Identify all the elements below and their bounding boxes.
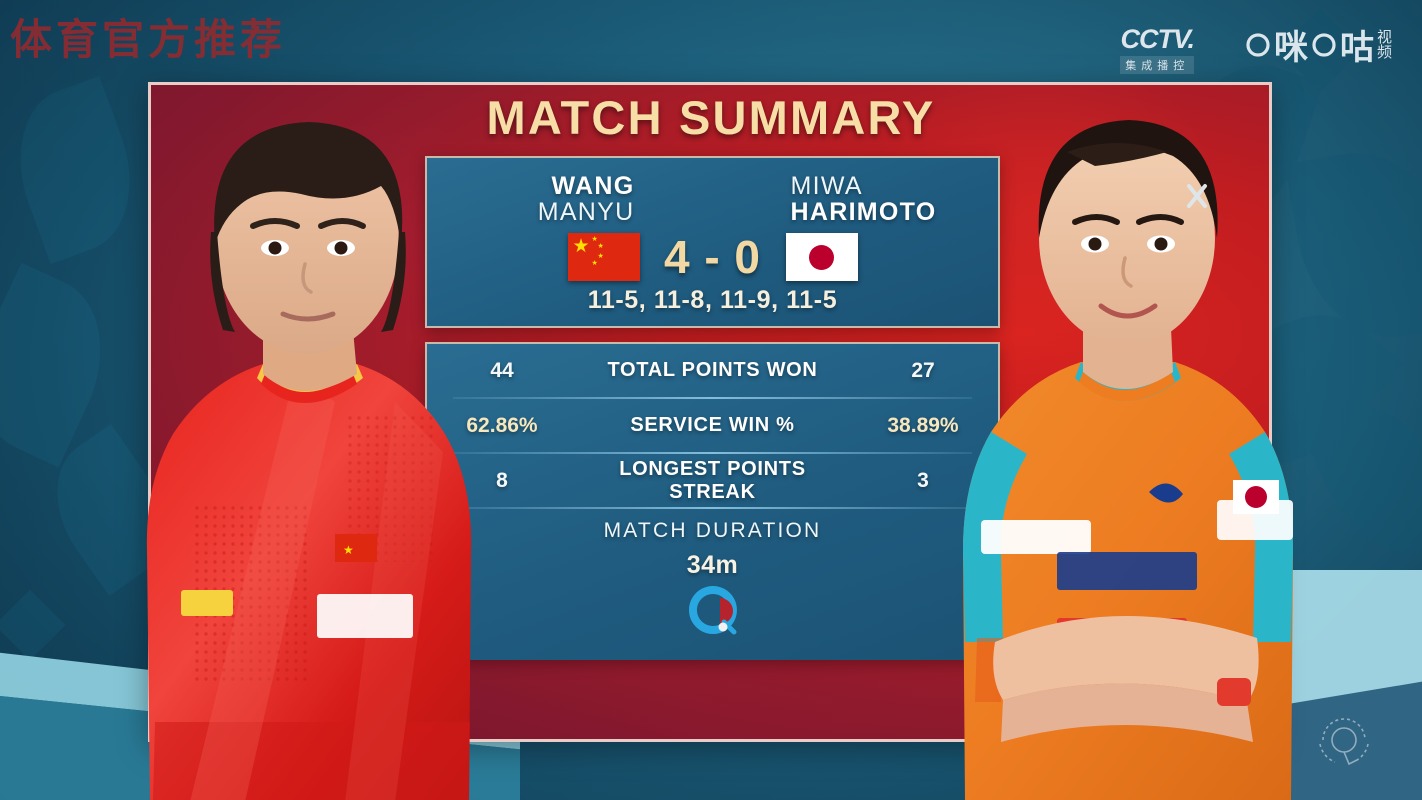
players-names: WANG MANYU MIWA HARIMOTO xyxy=(427,172,999,234)
stat-left-value: 44 xyxy=(490,358,514,382)
svg-text:★: ★ xyxy=(343,543,354,557)
migu-char-2: 咕 xyxy=(1339,28,1374,68)
stat-row-service-win-pct: 62.86% SERVICE WIN % 38.89% xyxy=(427,399,998,452)
stat-label: TOTAL POINTS WON xyxy=(607,359,818,381)
cctv-logo-text: CCTV. xyxy=(1120,24,1195,54)
row-divider xyxy=(453,507,972,509)
wtt-ball-paddle-icon xyxy=(688,586,737,635)
match-score: 4 - 0 xyxy=(663,231,762,283)
top-left-watermark: 体育官方推荐 xyxy=(10,15,287,64)
player-right-photo xyxy=(963,120,1293,800)
migu-video-char-1: 视 xyxy=(1376,28,1392,47)
player-left-name: WANG MANYU xyxy=(427,172,713,226)
japan-flag-disc xyxy=(809,244,834,270)
match-duration-label: MATCH DURATION xyxy=(603,519,822,542)
migu-video-logo: 咪 咕 视 频 xyxy=(1245,20,1392,69)
player-right-last-name: HARIMOTO xyxy=(790,197,937,226)
migu-ring-icon-2 xyxy=(1312,32,1336,57)
row-divider xyxy=(453,452,972,454)
stat-right-value: 3 xyxy=(917,468,929,492)
stat-label: LONGEST POINTS STREAK xyxy=(619,457,806,503)
stat-left-value: 8 xyxy=(496,468,508,492)
player-right-name: MIWA HARIMOTO xyxy=(713,172,999,226)
wtt-wreath-icon xyxy=(1319,718,1369,766)
stat-right-value: 38.89% xyxy=(887,413,959,437)
migu-ring-icon xyxy=(1246,32,1270,57)
stat-left-value: 62.86% xyxy=(466,413,538,437)
score-row: ★ ★ ★ ★ ★ 4 - 0 xyxy=(427,228,998,286)
stat-right-value: 27 xyxy=(911,358,935,382)
match-duration-value: 34m xyxy=(686,551,739,579)
scoreboard-card: WANG MANYU MIWA HARIMOTO ★ ★ ★ ★ ★ 4 - 0… xyxy=(425,156,1000,328)
migu-video-label: 视 频 xyxy=(1377,30,1392,59)
player-left-photo: ★ xyxy=(146,122,472,800)
migu-char-1: 咪 xyxy=(1273,28,1308,68)
china-flag-icon: ★ ★ ★ ★ ★ xyxy=(567,233,640,281)
set-scores: 11-5, 11-8, 11-9, 11-5 xyxy=(587,286,838,314)
stats-card: 44 TOTAL POINTS WON 27 62.86% SERVICE WI… xyxy=(425,342,1000,660)
player-right-first-name: MIWA xyxy=(790,172,863,200)
stat-row-total-points-won: 44 TOTAL POINTS WON 27 xyxy=(427,344,998,397)
player-left-last-name: MANYU xyxy=(537,197,635,226)
stat-row-longest-points-streak: 8 LONGEST POINTS STREAK 3 xyxy=(427,454,998,507)
stat-label: SERVICE WIN % xyxy=(630,414,795,436)
migu-video-char-2: 频 xyxy=(1376,42,1392,61)
page-title: MATCH SUMMARY xyxy=(486,91,936,144)
cctv-logo-subtext: 集成播控 xyxy=(1120,56,1194,74)
row-divider xyxy=(453,397,972,399)
japan-flag-icon xyxy=(785,233,858,281)
match-duration-block: MATCH DURATION 34m xyxy=(427,519,998,643)
cctv-logo: CCTV. 集成播控 xyxy=(1120,24,1195,74)
player-left-first-name: WANG xyxy=(551,172,635,200)
